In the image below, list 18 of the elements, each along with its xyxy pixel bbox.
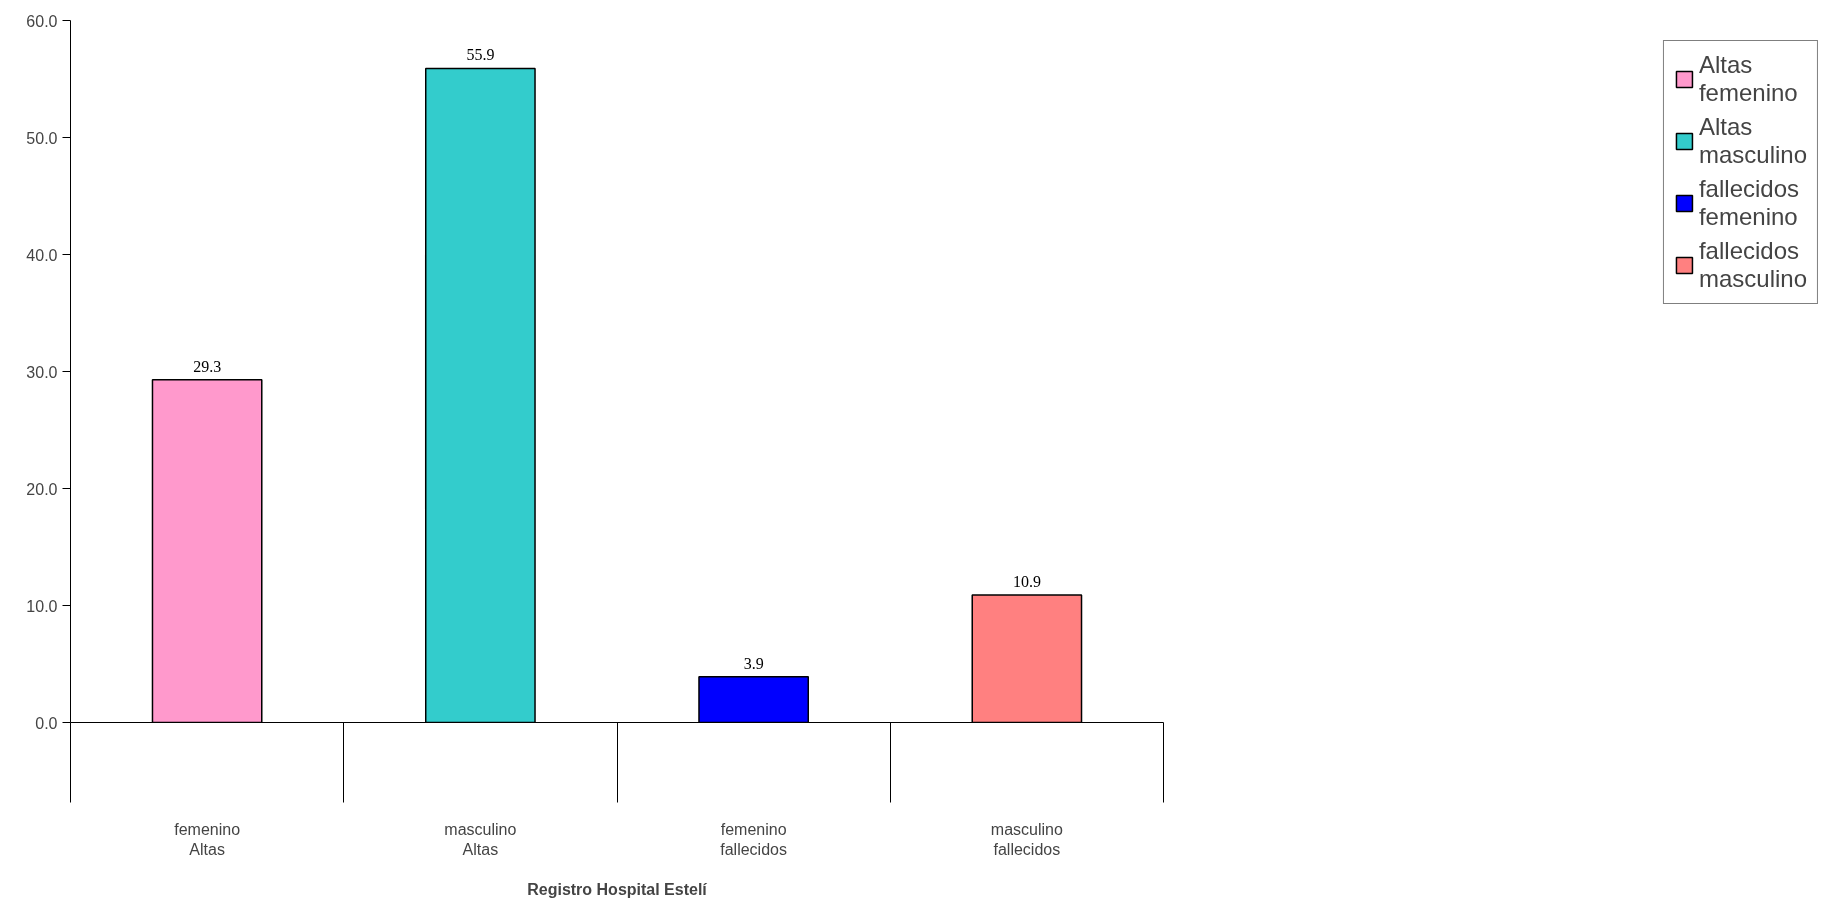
legend-label: Altas femenino [1698, 51, 1798, 107]
y-tick-label: 40.0 [26, 246, 58, 264]
data-label: 55.9 [466, 46, 495, 64]
y-tick-label: 20.0 [26, 480, 58, 498]
data-label: 3.9 [743, 654, 764, 672]
x-tick-label: masculino Altas [444, 820, 517, 858]
y-tick-label: 60.0 [26, 12, 58, 30]
y-tick-label: 10.0 [26, 597, 58, 615]
y-tick-label: 0.0 [35, 714, 58, 732]
y-tick-label: 30.0 [26, 363, 58, 381]
x-tick-label: femenino Altas [174, 820, 241, 858]
data-label: 10.9 [1012, 572, 1041, 590]
legend-label: fallecidos masculino [1698, 237, 1807, 293]
x-axis-title: Registro Hospital Estelí [527, 880, 708, 898]
x-tick-label: masculino fallecidos [990, 820, 1063, 858]
data-label: 29.3 [193, 357, 222, 375]
x-tick-label: femenino fallecidos [720, 820, 787, 858]
y-tick-label: 50.0 [26, 129, 58, 147]
